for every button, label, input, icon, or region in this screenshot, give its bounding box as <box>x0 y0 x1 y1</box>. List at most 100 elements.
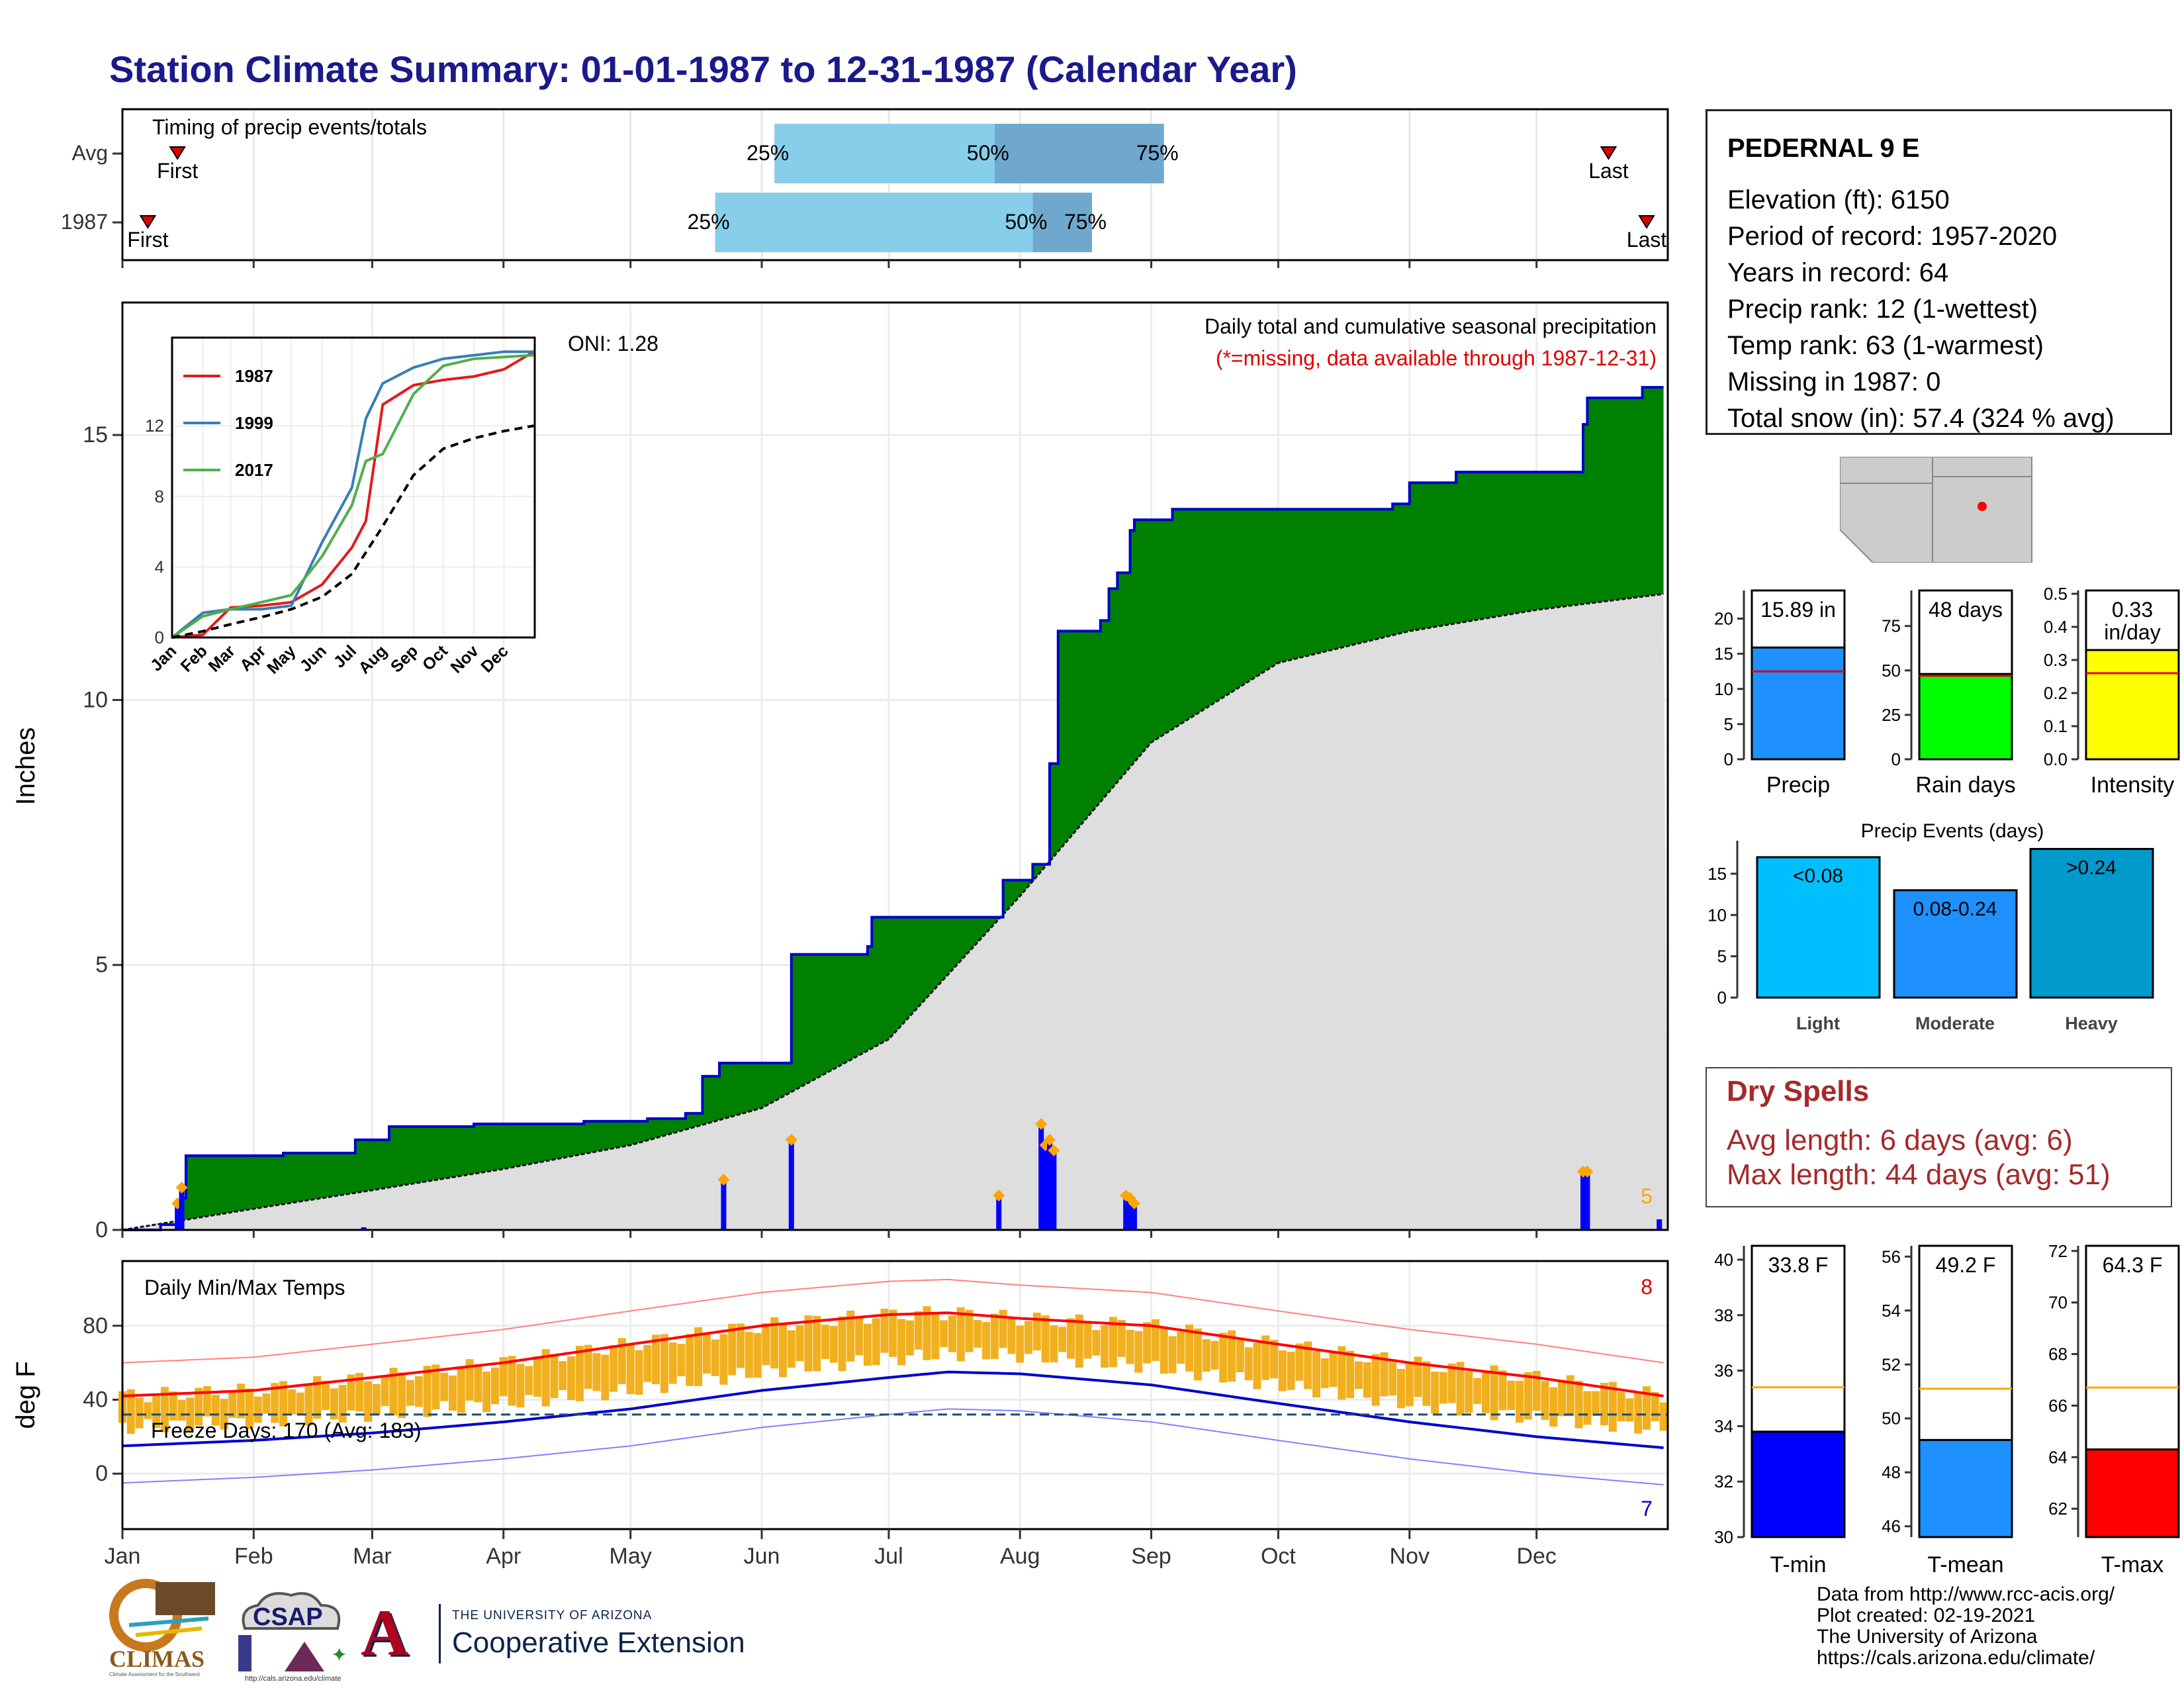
dry-spells-title: Dry Spells <box>1727 1075 1870 1107</box>
daily-temp-range-bar <box>1507 1380 1516 1411</box>
temp-t-min-ytick-label: 38 <box>1714 1305 1733 1325</box>
inset-series-2017 <box>171 353 534 639</box>
temp-t-max-ytick-label: 68 <box>2048 1344 2068 1364</box>
dry-spells-box: Dry Spells Avg length: 6 days (avg: 6) M… <box>1706 1067 2172 1207</box>
summary-precip-label: Precip <box>1766 773 1830 798</box>
temp-t-mean-ytick-label: 56 <box>1882 1246 1901 1266</box>
daily-temp-range-bar <box>525 1366 533 1395</box>
summary-intensity-ytick-label: 0.3 <box>2044 650 2068 670</box>
temp-t-mean-label: T-mean <box>1927 1552 2003 1577</box>
temp-t-mean-ytick-label: 50 <box>1882 1409 1901 1429</box>
csap-logo[interactable]: ✦ CSAP http://cals.arizona.edu/climate <box>232 1589 351 1685</box>
daily-temp-range-bar <box>338 1385 347 1423</box>
timing-pct-label: 75% <box>1136 141 1179 165</box>
daily-temp-range-bar <box>1617 1392 1625 1422</box>
inset-ytick-label: 4 <box>155 557 164 577</box>
timing-pct-label: 25% <box>747 141 789 165</box>
daily-temp-range-bar <box>846 1310 855 1362</box>
daily-temp-range-bar <box>1338 1346 1346 1400</box>
daily-temp-range-bar <box>313 1376 322 1419</box>
daily-temp-range-bar <box>1177 1331 1185 1364</box>
daily-precip-bar <box>179 1187 185 1230</box>
daily-temp-range-bar <box>160 1387 169 1432</box>
climas-logo[interactable]: CLIMAS Climate Assessment for the Southw… <box>109 1579 218 1678</box>
heavy-event-marker <box>717 1173 730 1186</box>
daily-temp-range-bar <box>1608 1382 1617 1432</box>
temp-t-min-ytick-label: 36 <box>1714 1361 1733 1381</box>
climas-subtitle: Climate Assessment for the Southwest <box>109 1671 200 1677</box>
daily-precip-bar <box>1042 1145 1048 1230</box>
locator-map <box>1840 457 2038 563</box>
daily-precip-bar <box>1051 1150 1057 1230</box>
credit-line: Plot created: 02-19-2021 <box>1817 1605 2036 1626</box>
daily-temp-range-bar <box>1414 1356 1422 1397</box>
daily-temp-range-bar <box>211 1395 220 1426</box>
temp-t-max-ytick-label: 66 <box>2048 1395 2068 1415</box>
summary-intensity-ytick-label: 0.5 <box>2044 584 2068 604</box>
daily-temp-range-bar <box>1439 1372 1447 1404</box>
daily-temp-range-bar <box>753 1333 762 1378</box>
first-event-label: First <box>127 228 168 252</box>
last-event-marker <box>1638 215 1655 229</box>
daily-temp-range-bar <box>330 1388 338 1420</box>
ua-university-label: THE UNIVERSITY OF ARIZONA <box>452 1609 653 1622</box>
daily-temp-range-bar <box>1007 1318 1016 1354</box>
daily-temp-range-bar <box>389 1368 398 1416</box>
daily-precip-bar <box>361 1227 367 1230</box>
daily-temp-range-bar <box>1549 1387 1558 1427</box>
temp-t-min-bar <box>1751 1430 1846 1538</box>
daily-temp-range-bar <box>1109 1317 1117 1368</box>
daily-temp-range-bar <box>1541 1380 1549 1421</box>
daily-precip-bar <box>1038 1123 1044 1230</box>
daily-temp-range-bar <box>677 1344 686 1377</box>
temp-t-mean-ytick-label: 48 <box>1882 1462 1901 1482</box>
daily-temp-range-bar <box>923 1306 931 1360</box>
daily-temp-range-bar <box>584 1344 592 1389</box>
daily-temp-range-bar <box>999 1309 1007 1348</box>
daily-temp-range-bar <box>1261 1335 1270 1380</box>
normal-max-line <box>122 1311 1664 1397</box>
main-charts: Timing of precip events/totals Avg 25% 50% 7… <box>11 108 1669 1569</box>
daily-temp-range-bar <box>1058 1327 1067 1352</box>
timing-pct-label: 25% <box>688 210 730 234</box>
daily-temp-range-bar <box>1346 1350 1355 1399</box>
daily-temp-range-bar <box>398 1372 406 1419</box>
daily-temp-range-bar <box>304 1383 313 1426</box>
timing-bar-late <box>1032 193 1092 252</box>
normal-min-line <box>122 1370 1664 1450</box>
ua-cooperative-extension-logo[interactable]: A THE UNIVERSITY OF ARIZONA Cooperative … <box>361 1596 745 1671</box>
daily-temp-range-bar <box>1583 1391 1592 1425</box>
daily-temp-range-bar <box>626 1343 635 1395</box>
daily-temp-range-bar <box>1075 1314 1083 1368</box>
daily-precip-bar <box>721 1179 727 1230</box>
daily-temp-range-bar <box>423 1366 432 1417</box>
timing-row-label: 1987 <box>61 210 108 234</box>
daily-temp-range-bar <box>1431 1372 1439 1414</box>
daily-temp-range-bar <box>804 1315 813 1372</box>
temp-panel: 0 40 80 Daily Min/Max Temps Freeze Days: 170… <box>11 1260 1669 1530</box>
daily-temp-range-bar <box>778 1323 787 1378</box>
precip-missing-note: (*=missing, data available through 1987-… <box>1216 346 1657 370</box>
daily-precip-bar <box>1584 1171 1590 1230</box>
daily-temp-range-bar <box>372 1383 381 1415</box>
daily-temp-range-bar <box>905 1320 914 1356</box>
daily-temp-range-bar <box>974 1320 982 1348</box>
daily-temp-range-bar <box>1329 1353 1338 1387</box>
summary-precip-ytick-label: 0 <box>1724 749 1733 769</box>
daily-temp-range-bar <box>855 1317 864 1356</box>
normal-cumulative-line <box>122 592 1664 1231</box>
daily-temp-range-bar <box>220 1399 228 1430</box>
daily-temp-range-bar <box>838 1316 846 1372</box>
station-line: Years in record: 64 <box>1727 258 1949 287</box>
daily-temp-range-bar <box>1659 1402 1668 1431</box>
month-axis: Jan Feb Mar Apr May Jun Jul Aug Sep Oct Nov Dec <box>105 260 1557 1569</box>
daily-temp-range-bar <box>1016 1325 1024 1363</box>
station-line: Total snow (in): 57.4 (324 % avg) <box>1727 404 2115 433</box>
heavy-event-marker <box>1128 1197 1140 1209</box>
daily-temp-range-bar <box>948 1315 956 1352</box>
daily-temp-range-bar <box>1244 1347 1253 1381</box>
daily-temp-range-bar <box>228 1391 237 1418</box>
events-ytick-label: 0 <box>1717 988 1727 1008</box>
daily-temp-range-bar <box>195 1387 203 1426</box>
daily-temp-range-bar <box>499 1357 508 1397</box>
